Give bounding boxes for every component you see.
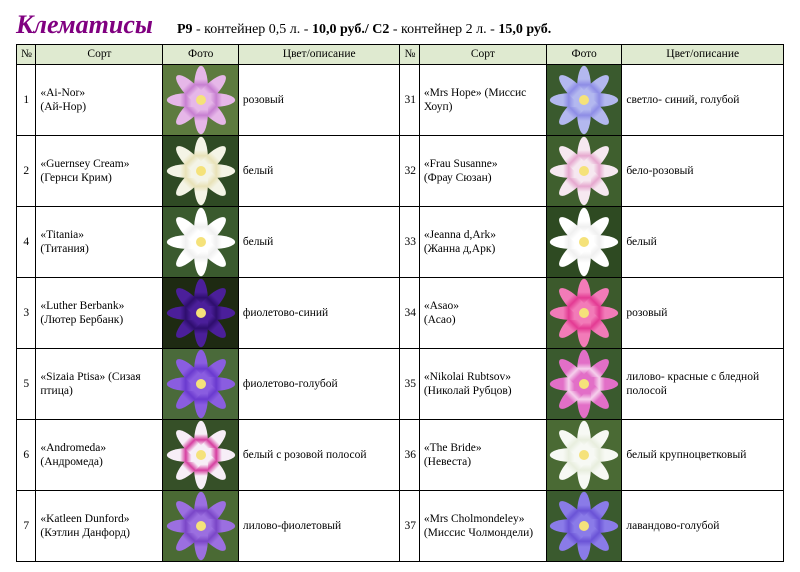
cell-photo [546, 491, 621, 562]
cell-photo [163, 278, 238, 349]
price-subtitle: P9 - контейнер 0,5 л. - 10,0 руб./ C2 - … [177, 22, 551, 38]
cell-desc: лилово-фиолетовый [238, 491, 400, 562]
cell-num: 4 [17, 207, 36, 278]
col-sort: Сорт [36, 45, 163, 65]
cell-photo [546, 207, 621, 278]
cell-desc: бело-розовый [622, 136, 784, 207]
cell-sort: «Luther Berbank» (Лютер Бербанк) [36, 278, 163, 349]
flower-photo [163, 491, 237, 561]
col-num: № [17, 45, 36, 65]
cell-photo [163, 349, 238, 420]
table-row: 3«Luther Berbank» (Лютер Бербанк) фиолето… [17, 278, 784, 349]
p9-price: 10,0 руб./ [312, 22, 369, 37]
cell-desc: розовый [622, 278, 784, 349]
cell-num: 35 [400, 349, 419, 420]
cell-sort: «Andromeda» (Андромеда) [36, 420, 163, 491]
cell-num: 7 [17, 491, 36, 562]
cell-desc: белый [622, 207, 784, 278]
flower-photo [547, 207, 621, 277]
c2-price: 15,0 руб. [498, 22, 551, 37]
col-sort: Сорт [419, 45, 546, 65]
flower-photo [163, 207, 237, 277]
cell-desc: фиолетово-синий [238, 278, 400, 349]
cell-num: 3 [17, 278, 36, 349]
cell-desc: белый [238, 136, 400, 207]
cell-num: 5 [17, 349, 36, 420]
cell-desc: фиолетово-голубой [238, 349, 400, 420]
col-photo: Фото [546, 45, 621, 65]
cell-num: 32 [400, 136, 419, 207]
cell-photo [546, 420, 621, 491]
flower-photo [547, 491, 621, 561]
container-c2-label: C2 [369, 22, 390, 37]
flower-photo [547, 420, 621, 490]
flower-photo [547, 278, 621, 348]
cell-sort: «Sizaia Ptisa» (Сизая птица) [36, 349, 163, 420]
p9-desc: - контейнер 0,5 л. - [193, 22, 312, 37]
cell-num: 1 [17, 65, 36, 136]
table-body: 1«Ai-Nor» (Ай-Нор)розовый31«Mrs Hope» (М… [17, 65, 784, 562]
table-row: 7«Katleen Dunford» (Кэтлин Данфорд) лилов… [17, 491, 784, 562]
container-p9-label: P9 [177, 22, 193, 37]
col-num: № [400, 45, 419, 65]
cell-photo [546, 136, 621, 207]
cell-num: 2 [17, 136, 36, 207]
flower-photo [163, 278, 237, 348]
cell-sort: «Nikolai Rubtsov» (Николай Рубцов) [419, 349, 546, 420]
cell-num: 6 [17, 420, 36, 491]
cell-desc: светло- синий, голубой [622, 65, 784, 136]
page-title: Клематисы [16, 10, 153, 40]
cell-num: 34 [400, 278, 419, 349]
c2-desc: - контейнер 2 л. - [389, 22, 498, 37]
cell-sort: «Titania» (Титания) [36, 207, 163, 278]
flower-photo [163, 420, 237, 490]
cell-desc: белый [238, 207, 400, 278]
flower-photo [547, 136, 621, 206]
catalog-table: № Сорт Фото Цвет/описание № Сорт Фото Цв… [16, 44, 784, 562]
cell-desc: розовый [238, 65, 400, 136]
cell-photo [163, 136, 238, 207]
cell-desc: белый крупноцветковый [622, 420, 784, 491]
table-row: 4«Titania» (Титания)белый33«Jeanna d,Ark… [17, 207, 784, 278]
flower-photo [163, 65, 237, 135]
cell-num: 31 [400, 65, 419, 136]
cell-sort: «Guernsey Cream» (Гернси Крим) [36, 136, 163, 207]
cell-photo [163, 207, 238, 278]
cell-photo [546, 65, 621, 136]
cell-sort: «Frau Susanne» (Фрау Сюзан) [419, 136, 546, 207]
cell-photo [163, 491, 238, 562]
cell-desc: лавандово-голубой [622, 491, 784, 562]
col-desc: Цвет/описание [238, 45, 400, 65]
table-row: 6«Andromeda» (Андромеда) белый с розовой … [17, 420, 784, 491]
cell-sort: «Mrs Hope» (Миссис Хоуп) [419, 65, 546, 136]
flower-photo [163, 349, 237, 419]
table-row: 1«Ai-Nor» (Ай-Нор) розовый31«Mrs Hope» (М… [17, 65, 784, 136]
flower-photo [547, 349, 621, 419]
cell-desc: лилово- красные с бледной полосой [622, 349, 784, 420]
cell-photo [163, 65, 238, 136]
flower-photo [547, 65, 621, 135]
cell-num: 37 [400, 491, 419, 562]
cell-sort: «Ai-Nor» (Ай-Нор) [36, 65, 163, 136]
table-head: № Сорт Фото Цвет/описание № Сорт Фото Цв… [17, 45, 784, 65]
header: Клематисы P9 - контейнер 0,5 л. - 10,0 р… [16, 10, 784, 40]
cell-sort: «Jeanna d,Ark» (Жанна д,Арк) [419, 207, 546, 278]
table-row: 2«Guernsey Cream» (Гернси Крим) белый32«F… [17, 136, 784, 207]
cell-sort: «Asao» (Асао) [419, 278, 546, 349]
cell-desc: белый с розовой полосой [238, 420, 400, 491]
cell-num: 33 [400, 207, 419, 278]
col-desc: Цвет/описание [622, 45, 784, 65]
cell-sort: «The Bride» (Невеста) [419, 420, 546, 491]
col-photo: Фото [163, 45, 238, 65]
cell-num: 36 [400, 420, 419, 491]
cell-sort: «Mrs Cholmondeley» (Миссис Чолмондели) [419, 491, 546, 562]
cell-photo [163, 420, 238, 491]
cell-photo [546, 349, 621, 420]
table-row: 5«Sizaia Ptisa» (Сизая птица) фиолетово-г… [17, 349, 784, 420]
flower-photo [163, 136, 237, 206]
cell-sort: «Katleen Dunford» (Кэтлин Данфорд) [36, 491, 163, 562]
cell-photo [546, 278, 621, 349]
